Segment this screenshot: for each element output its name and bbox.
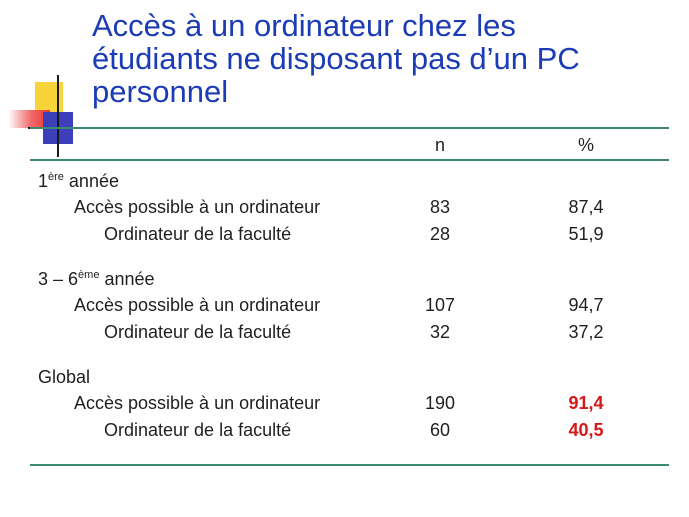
row-n: 107 [424, 295, 456, 315]
row-n: 28 [429, 224, 451, 244]
row-percent: 94,7 [568, 295, 604, 315]
title-line-2: étudiants ne disposant pas d’un PC [92, 41, 580, 76]
group-label-3-6eme-annee: 3 – 6ème année [38, 269, 155, 289]
row-percent-highlight: 91,4 [568, 393, 604, 413]
title-line-1: Accès à un ordinateur chez les [92, 8, 516, 43]
title-line-3: personnel [92, 74, 229, 109]
row-label: Accès possible à un ordinateur [74, 197, 321, 217]
table-top-rule [30, 127, 669, 129]
row-label: Accès possible à un ordinateur [74, 295, 321, 315]
row-n: 60 [429, 420, 451, 440]
row-percent-highlight: 40,5 [568, 420, 604, 440]
decor-vertical-line [57, 75, 59, 157]
header-percent: % [577, 135, 594, 155]
row-label: Accès possible à un ordinateur [74, 393, 321, 413]
row-n: 83 [429, 197, 451, 217]
row-label: Ordinateur de la faculté [104, 420, 292, 440]
group-label-1ere-annee: 1ère année [38, 171, 119, 191]
row-label: Ordinateur de la faculté [104, 322, 292, 342]
row-percent: 51,9 [568, 224, 604, 244]
row-n: 190 [424, 393, 456, 413]
header-n: n [434, 135, 445, 155]
row-label: Ordinateur de la faculté [104, 224, 292, 244]
row-percent: 37,2 [568, 322, 604, 342]
group-label-global: Global [38, 367, 91, 387]
row-n: 32 [429, 322, 451, 342]
table-header-rule [30, 159, 669, 161]
table-bottom-rule [30, 464, 669, 466]
row-percent: 87,4 [568, 197, 604, 217]
decor-red-bar [8, 110, 50, 128]
slide-title: Accès à un ordinateur chez les étudiants… [92, 9, 672, 108]
